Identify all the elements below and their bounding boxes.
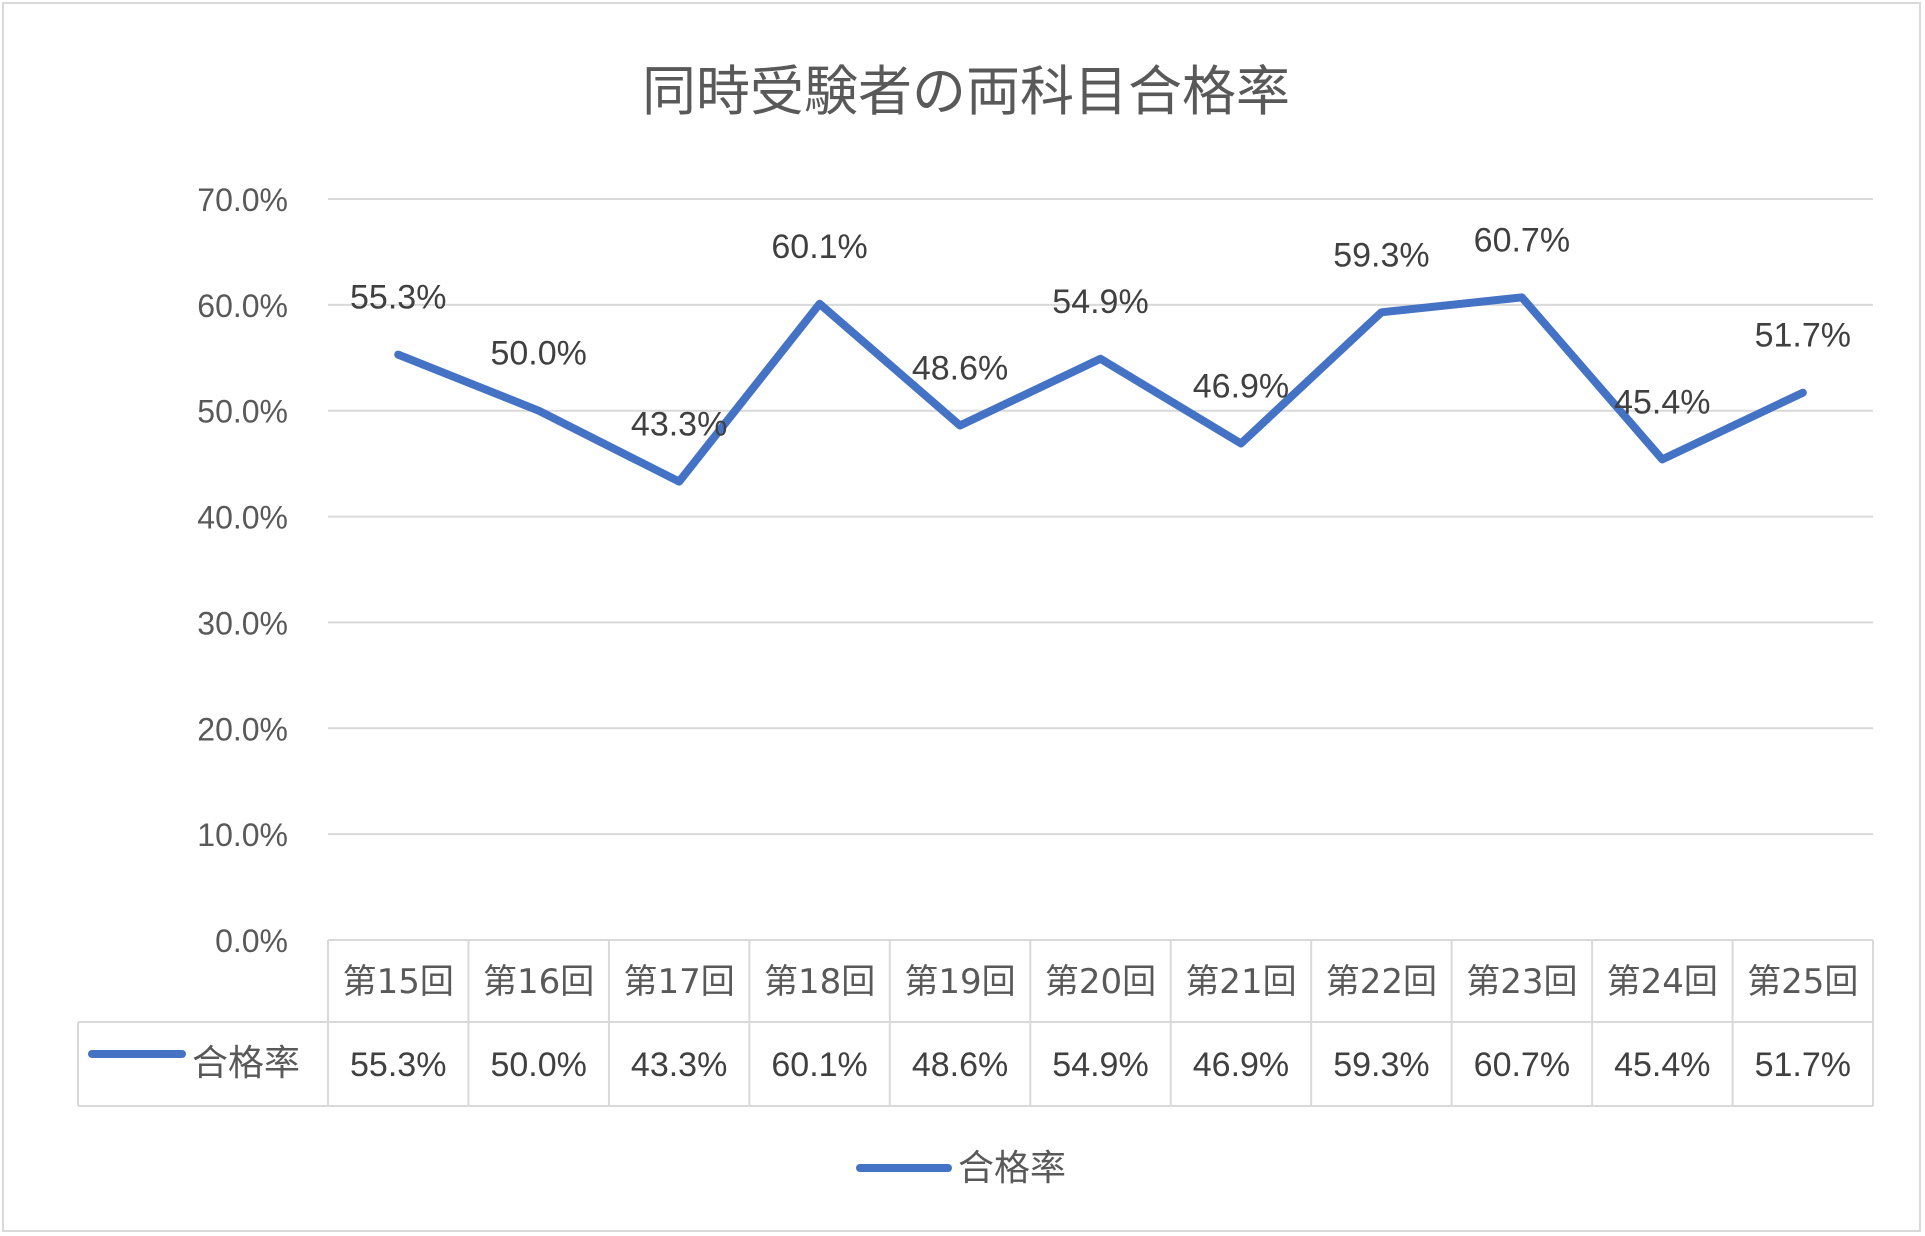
y-axis-ticks: 0.0% 10.0% 20.0% 30.0% 40.0% 50.0% 60.0% 70.0% xyxy=(197,182,288,959)
x-category-label: 第18回 xyxy=(764,962,875,1002)
data-point xyxy=(1099,357,1102,360)
x-category-label: 第20回 xyxy=(1045,962,1156,1002)
y-tick-label: 50.0% xyxy=(197,394,288,430)
y-tick-label: 0.0% xyxy=(215,923,288,959)
data-label: 50.0% xyxy=(490,335,586,373)
table-value-cell: 46.9% xyxy=(1193,1046,1289,1084)
data-point xyxy=(1801,391,1804,394)
data-label: 51.7% xyxy=(1755,317,1851,355)
data-label: 43.3% xyxy=(631,406,727,444)
table-value-cell: 48.6% xyxy=(912,1046,1008,1084)
table-value-cell: 59.3% xyxy=(1333,1046,1429,1084)
data-table: 第15回 55.3% 第16回 50.0% 第17回 43.3% 第18回 60.1% 第19回… xyxy=(77,939,1874,1107)
table-value-cell: 60.1% xyxy=(771,1046,867,1084)
y-tick-label: 20.0% xyxy=(197,711,288,747)
x-category-label: 第15回 xyxy=(343,962,454,1002)
data-point xyxy=(1520,296,1523,299)
legend-label: 合格率 xyxy=(958,1148,1066,1189)
data-point xyxy=(537,409,540,412)
table-value-cell: 50.0% xyxy=(490,1046,586,1084)
data-label: 48.6% xyxy=(912,350,1008,388)
x-category-label: 第21回 xyxy=(1185,962,1296,1002)
data-point xyxy=(397,353,400,356)
data-label: 60.7% xyxy=(1474,221,1570,259)
table-value-cell: 54.9% xyxy=(1052,1046,1148,1084)
x-category-label: 第17回 xyxy=(624,962,735,1002)
x-category-label: 第25回 xyxy=(1747,962,1858,1002)
y-tick-label: 30.0% xyxy=(197,605,288,641)
x-category-label: 第23回 xyxy=(1466,962,1577,1002)
data-point xyxy=(1661,458,1664,461)
data-label: 54.9% xyxy=(1052,283,1148,321)
data-label: 45.4% xyxy=(1614,383,1710,421)
data-point xyxy=(678,480,681,483)
legend: 合格率 xyxy=(856,1148,1066,1189)
gridlines xyxy=(328,198,1873,836)
data-label: 55.3% xyxy=(350,279,446,317)
data-point xyxy=(1380,311,1383,314)
y-tick-label: 60.0% xyxy=(197,288,288,324)
x-category-label: 第19回 xyxy=(904,962,1015,1002)
x-category-label: 第16回 xyxy=(483,962,594,1002)
table-value-cell: 43.3% xyxy=(631,1046,727,1084)
series-line-layer xyxy=(394,293,1807,486)
y-tick-label: 10.0% xyxy=(197,817,288,853)
data-point xyxy=(959,424,962,427)
chart-title: 同時受験者の両科目合格率 xyxy=(642,60,1290,123)
data-point xyxy=(1239,442,1242,445)
data-label: 59.3% xyxy=(1333,236,1429,274)
x-category-label: 第22回 xyxy=(1326,962,1437,1002)
table-value-cell: 45.4% xyxy=(1614,1046,1710,1084)
data-point xyxy=(818,302,821,305)
data-label: 46.9% xyxy=(1193,368,1289,406)
series-line-合格率 xyxy=(394,293,1807,486)
table-value-cell: 55.3% xyxy=(350,1046,446,1084)
y-tick-label: 70.0% xyxy=(197,182,288,218)
table-series-name: 合格率 xyxy=(192,1043,300,1084)
data-labels: 55.3% 50.0% 43.3% 60.1% 48.6% 54.9% 46.9% 59.3%… xyxy=(350,221,1851,443)
y-tick-label: 40.0% xyxy=(197,500,288,536)
table-value-cell: 60.7% xyxy=(1474,1046,1570,1084)
x-category-label: 第24回 xyxy=(1607,962,1718,1002)
table-value-cell: 51.7% xyxy=(1755,1046,1851,1084)
data-label: 60.1% xyxy=(771,228,867,266)
